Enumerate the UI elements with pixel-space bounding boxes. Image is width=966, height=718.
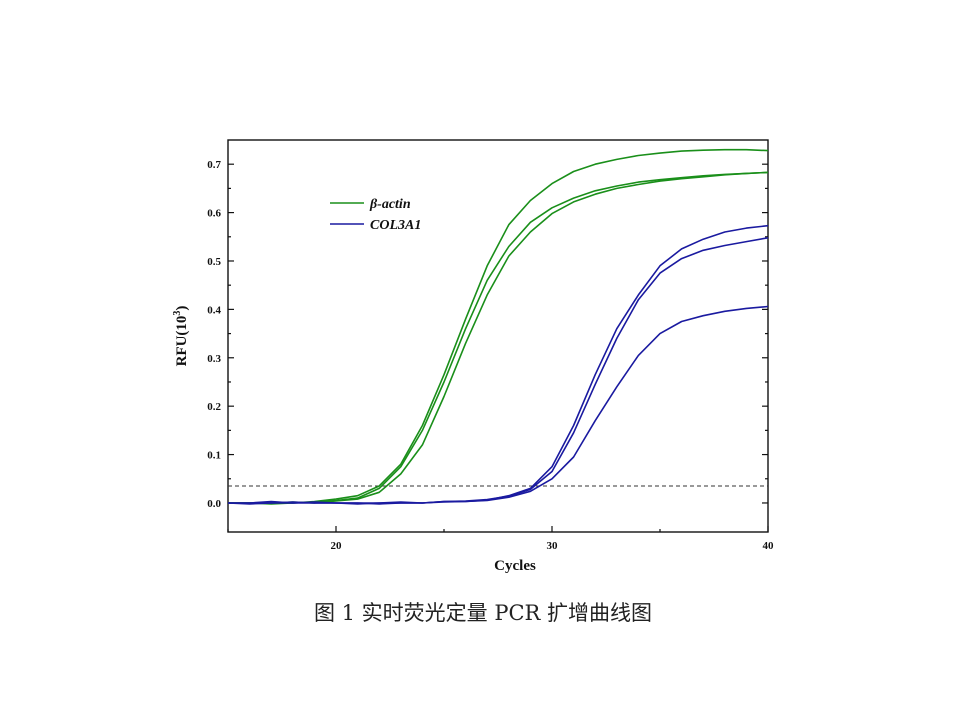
y-tick-label: 0.1: [207, 450, 221, 462]
y-tick-label: 0.4: [207, 304, 221, 316]
series-line-beta-actin-0: [228, 148, 769, 504]
series-line-beta-actin-1: [228, 171, 769, 505]
y-axis-title-close: ): [174, 306, 190, 311]
y-tick-label: 0.7: [207, 159, 221, 171]
x-axis-title: Cycles: [494, 558, 536, 574]
figure-caption: 图 1 实时荧光定量 PCR 扩增曲线图: [313, 601, 653, 625]
plot-frame: [227, 139, 769, 533]
x-tick-label: 20: [331, 540, 343, 552]
x-tick-label: 40: [763, 540, 775, 552]
legend: β-actin COL3A1: [330, 197, 421, 233]
legend-label-beta-actin: β-actin: [369, 197, 411, 212]
y-tick-label: 0.0: [207, 498, 221, 510]
x-tick-label: 30: [547, 540, 559, 552]
y-tick-label: 0.2: [207, 401, 221, 413]
y-tick-label: 0.3: [207, 353, 221, 365]
y-axis-title-sup: 3: [172, 311, 183, 316]
y-tick-label: 0.6: [207, 208, 221, 220]
series-line-col3a1-5: [228, 305, 769, 504]
series-line-col3a1-4: [227, 237, 769, 505]
legend-label-col3a1: COL3A1: [370, 218, 421, 233]
ticks-layer: 20 30 40 0.0 0.1 0.2 0.3 0.4 0.5 0.6 0.7: [207, 159, 774, 552]
y-tick-label: 0.5: [207, 256, 221, 268]
series-line-col3a1-3: [228, 224, 769, 505]
series-line-beta-actin-2: [228, 171, 769, 504]
y-axis-title: RFU(103): [172, 306, 190, 367]
series-layer: [227, 148, 769, 505]
y-axis-title-main: RFU(10: [174, 316, 190, 367]
